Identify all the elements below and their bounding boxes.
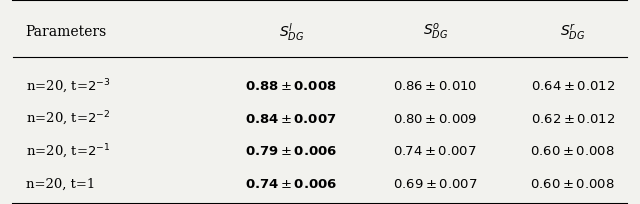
Text: $0.60 \pm 0.008$: $0.60 \pm 0.008$ bbox=[531, 145, 615, 159]
Text: $0.62 \pm 0.012$: $0.62 \pm 0.012$ bbox=[531, 113, 615, 126]
Text: $0.74 \pm 0.007$: $0.74 \pm 0.007$ bbox=[394, 145, 477, 159]
Text: $0.86 \pm 0.010$: $0.86 \pm 0.010$ bbox=[393, 80, 477, 93]
Text: $\mathbf{0.88} \pm \mathbf{0.008}$: $\mathbf{0.88} \pm \mathbf{0.008}$ bbox=[245, 80, 337, 93]
Text: $0.60 \pm 0.008$: $0.60 \pm 0.008$ bbox=[531, 178, 615, 191]
Text: $\mathbf{0.84} \pm \mathbf{0.007}$: $\mathbf{0.84} \pm \mathbf{0.007}$ bbox=[245, 113, 337, 126]
Text: $\mathbf{0.79} \pm \mathbf{0.006}$: $\mathbf{0.79} \pm \mathbf{0.006}$ bbox=[245, 145, 337, 159]
Text: $S^{o}_{DG}$: $S^{o}_{DG}$ bbox=[422, 22, 448, 42]
Text: $0.69 \pm 0.007$: $0.69 \pm 0.007$ bbox=[393, 178, 477, 191]
Text: n=20, t=$2^{-3}$: n=20, t=$2^{-3}$ bbox=[26, 78, 110, 96]
Text: $0.64 \pm 0.012$: $0.64 \pm 0.012$ bbox=[531, 80, 615, 93]
Text: $0.80 \pm 0.009$: $0.80 \pm 0.009$ bbox=[393, 113, 477, 126]
Text: $S^{l}_{DG}$: $S^{l}_{DG}$ bbox=[278, 21, 304, 43]
Text: $\mathbf{0.74} \pm \mathbf{0.006}$: $\mathbf{0.74} \pm \mathbf{0.006}$ bbox=[245, 178, 337, 191]
Text: n=20, t=$2^{-1}$: n=20, t=$2^{-1}$ bbox=[26, 143, 110, 161]
Text: n=20, t=1: n=20, t=1 bbox=[26, 178, 95, 191]
Text: $S^{r}_{DG}$: $S^{r}_{DG}$ bbox=[560, 22, 586, 42]
Text: Parameters: Parameters bbox=[26, 25, 107, 39]
Text: n=20, t=$2^{-2}$: n=20, t=$2^{-2}$ bbox=[26, 110, 110, 128]
